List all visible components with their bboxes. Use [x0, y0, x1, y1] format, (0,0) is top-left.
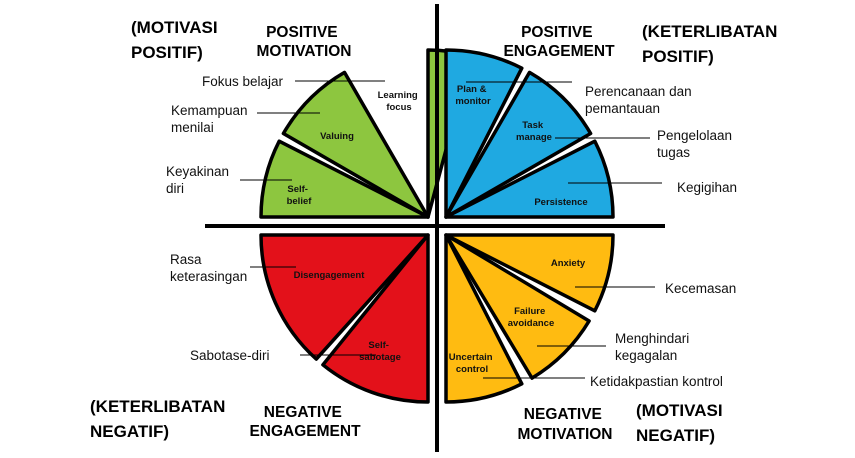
- title-negative-motivation: NEGATIVE MOTIVATION: [518, 406, 613, 443]
- annotation-menghindari-kegagalan: Menghindari kegagalan: [615, 331, 693, 363]
- segment-label-learning-focus: Learning focus: [378, 90, 421, 113]
- annotation-fokus-belajar: Fokus belajar: [202, 74, 284, 89]
- segment-valuing: [281, 70, 430, 219]
- annotation-pengelolaan: Pengelolaan tugas: [657, 128, 736, 160]
- title-positive-motivation: POSITIVE MOTIVATION: [257, 24, 352, 60]
- annotations: Fokus belajar Kemampuan menilai Keyakina…: [166, 74, 737, 389]
- annotation-rasa-keterasingan: Rasa keterasingan: [170, 252, 247, 284]
- annotation-kemampuan-menilai: Kemampuan menilai: [171, 103, 251, 135]
- leader-lines: [240, 80, 662, 379]
- segment-anxiety: [444, 233, 615, 313]
- segment-label-failure-avoidance: Failure avoidance: [508, 306, 554, 329]
- annotation-perencanaan: Perencanaan dan pemantauan: [585, 84, 695, 116]
- segment-label-self-sabotage: Self- sabotage: [359, 340, 401, 363]
- segment-task-manage: [444, 70, 593, 219]
- segment-self-belief: [259, 139, 430, 219]
- segment-label-uncertain-control: Uncertain control: [449, 352, 495, 375]
- title-motivasi-positif: (MOTIVASI POSITIF): [131, 18, 222, 62]
- annotation-sabotase-diri: Sabotase-diri: [190, 348, 270, 363]
- title-keterlibatan-negatif: (KETERLIBATAN NEGATIF): [90, 397, 230, 441]
- segment-label-anxiety: Anxiety: [551, 258, 586, 269]
- title-motivasi-negatif: (MOTIVASI NEGATIF): [636, 401, 727, 445]
- title-positive-engagement: POSITIVE ENGAGEMENT: [503, 24, 615, 60]
- segment-disengagement: [259, 233, 430, 361]
- annotation-kecemasan: Kecemasan: [665, 281, 736, 296]
- segment-labels: Learning focus Valuing Self- belief Plan…: [287, 84, 588, 375]
- segment-plan-monitor: [444, 48, 524, 219]
- annotation-keyakinan-diri: Keyakinan diri: [166, 164, 233, 196]
- segment-self-sabotage: [321, 233, 430, 404]
- segment-label-task-manage: Task manage: [516, 120, 552, 143]
- segment-uncertain-control: [444, 233, 524, 404]
- annotation-kegigihan: Kegigihan: [677, 180, 737, 195]
- title-negative-engagement: NEGATIVE ENGAGEMENT: [249, 404, 361, 440]
- title-keterlibatan-positif: (KETERLIBATAN POSITIF): [642, 22, 782, 66]
- segment-label-persistence: Persistence: [534, 197, 587, 208]
- wheel-segments: [259, 48, 615, 404]
- quadrant-titles: POSITIVE MOTIVATION (MOTIVASI POSITIF) P…: [90, 18, 782, 445]
- segment-label-plan-monitor: Plan & monitor: [455, 84, 491, 107]
- annotation-ketidakpastian: Ketidakpastian kontrol: [590, 374, 723, 389]
- segment-label-self-belief: Self- belief: [287, 184, 313, 207]
- segment-persistence: [444, 139, 615, 219]
- segment-label-valuing: Valuing: [320, 131, 354, 142]
- segment-label-disengagement: Disengagement: [294, 270, 366, 281]
